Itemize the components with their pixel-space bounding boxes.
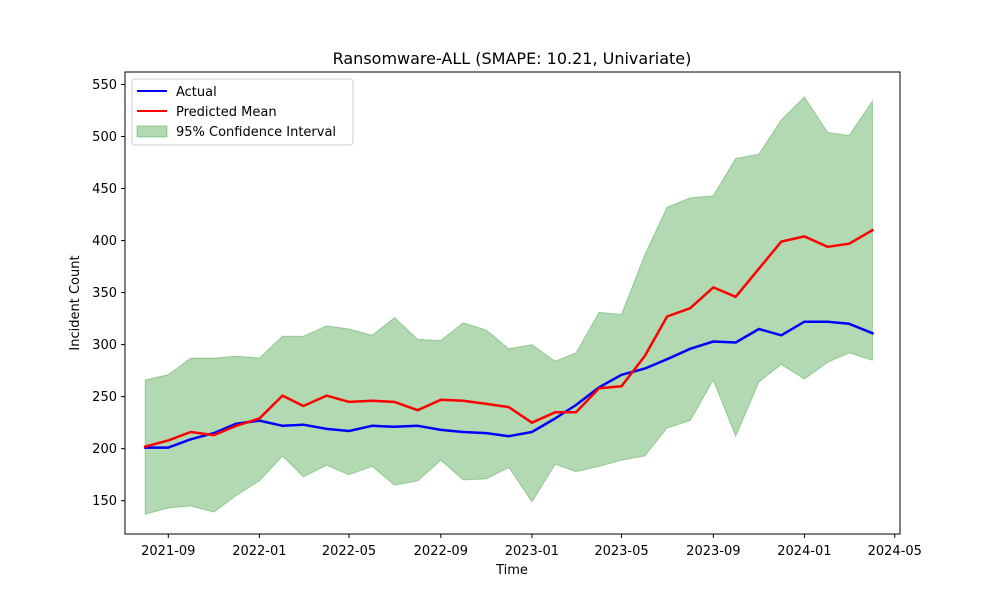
x-tick-label: 2024-01 — [777, 544, 831, 559]
legend-swatch-confidence-interval — [136, 125, 168, 138]
x-tick-label: 2022-09 — [414, 544, 468, 559]
x-tick-label: 2023-05 — [594, 544, 648, 559]
legend: Actual Predicted Mean 95% Confidence Int… — [131, 78, 354, 146]
y-tick-label: 250 — [92, 390, 117, 405]
x-axis-label: Time — [495, 563, 528, 578]
y-tick-label: 550 — [92, 78, 117, 93]
legend-label-actual: Actual — [176, 85, 217, 100]
y-tick-label: 300 — [92, 338, 117, 353]
legend-label-confidence-interval: 95% Confidence Interval — [176, 125, 336, 140]
y-tick-label: 200 — [92, 442, 117, 457]
y-tick-label: 450 — [92, 182, 117, 197]
chart-title: Ransomware-ALL (SMAPE: 10.21, Univariate… — [333, 49, 692, 68]
x-axis: 2021-09 2022-01 2022-05 2022-09 2023-01 2023-… — [141, 534, 922, 559]
actual-line — [143, 320, 875, 449]
y-tick-label: 400 — [92, 234, 117, 249]
y-axis-label: Incident Count — [68, 255, 83, 350]
x-tick-label: 2022-01 — [232, 544, 286, 559]
x-tick-label: 2023-09 — [686, 544, 740, 559]
x-tick-label: 2021-09 — [141, 544, 195, 559]
predicted-mean-line — [143, 228, 875, 449]
y-axis: 150 200 250 300 350 400 450 500 550 — [92, 78, 125, 509]
legend-label-predicted-mean: Predicted Mean — [176, 105, 277, 120]
y-tick-label: 150 — [92, 494, 117, 509]
x-tick-label: 2023-01 — [505, 544, 559, 559]
y-tick-label: 500 — [92, 130, 117, 145]
plot-frame — [124, 71, 901, 535]
x-tick-label: 2024-05 — [868, 544, 922, 559]
confidence-interval-band — [144, 96, 873, 515]
x-tick-label: 2022-05 — [322, 544, 376, 559]
y-tick-label: 350 — [92, 286, 117, 301]
legend-box — [131, 78, 354, 146]
